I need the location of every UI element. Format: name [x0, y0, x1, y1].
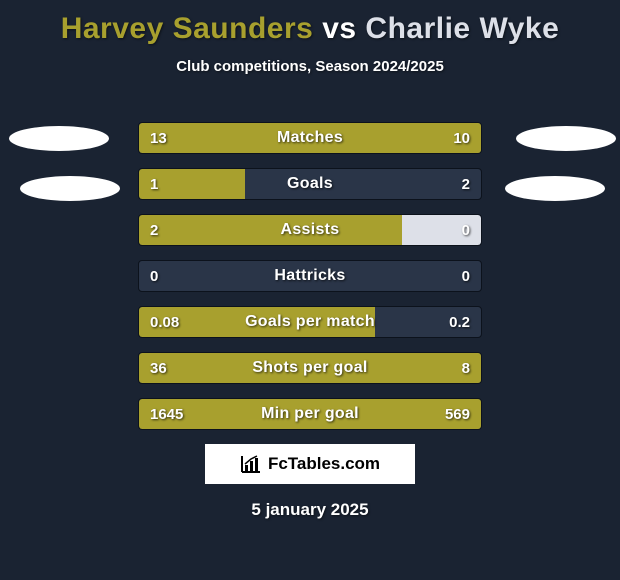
player2-name: Charlie Wyke — [365, 12, 559, 45]
avatar-placeholder-right-2 — [505, 176, 605, 201]
stat-row: 00Hattricks — [138, 260, 482, 292]
logo-text: FcTables.com — [268, 454, 380, 474]
stat-label: Goals — [139, 169, 481, 199]
stat-row: 20Assists — [138, 214, 482, 246]
stat-label: Hattricks — [139, 261, 481, 291]
avatar-placeholder-left-2 — [20, 176, 120, 201]
stat-label: Min per goal — [139, 399, 481, 429]
logo-box: FcTables.com — [205, 444, 415, 484]
vs-label: vs — [322, 12, 356, 45]
stat-row: 1645569Min per goal — [138, 398, 482, 430]
player1-name: Harvey Saunders — [61, 12, 314, 45]
comparison-title: Harvey Saunders vs Charlie Wyke — [0, 0, 620, 46]
stat-label: Matches — [139, 123, 481, 153]
stat-label: Shots per goal — [139, 353, 481, 383]
date-label: 5 january 2025 — [0, 500, 620, 520]
stat-label: Goals per match — [139, 307, 481, 337]
subtitle: Club competitions, Season 2024/2025 — [0, 58, 620, 75]
stats-bars: 1310Matches 12Goals 20Assists 00Hattricks 0.… — [138, 122, 482, 444]
chart-icon — [240, 454, 262, 474]
stat-row: 368Shots per goal — [138, 352, 482, 384]
stat-row: 1310Matches — [138, 122, 482, 154]
stat-label: Assists — [139, 215, 481, 245]
stat-row: 12Goals — [138, 168, 482, 200]
avatar-placeholder-left-1 — [9, 126, 109, 151]
stat-row: 0.080.2Goals per match — [138, 306, 482, 338]
avatar-placeholder-right-1 — [516, 126, 616, 151]
